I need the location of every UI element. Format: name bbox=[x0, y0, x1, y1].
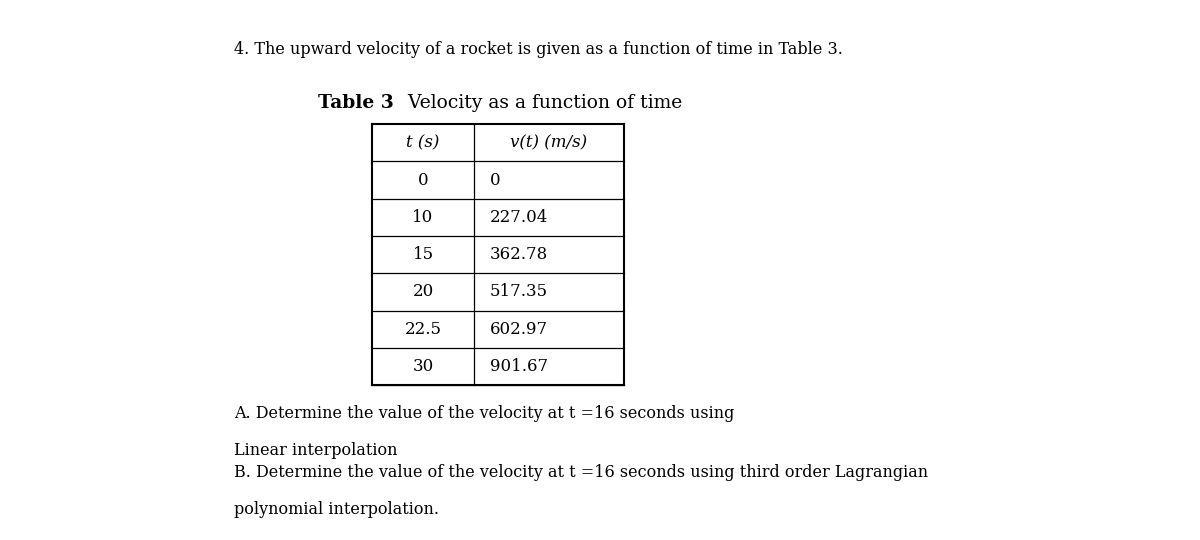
Text: v(t) (m/s): v(t) (m/s) bbox=[510, 134, 588, 151]
Text: polynomial interpolation.: polynomial interpolation. bbox=[234, 501, 439, 518]
Text: Velocity as a function of time: Velocity as a function of time bbox=[396, 94, 683, 112]
Text: 227.04: 227.04 bbox=[490, 209, 548, 226]
Text: 15: 15 bbox=[413, 246, 433, 263]
Text: 602.97: 602.97 bbox=[490, 321, 547, 338]
Text: 4. The upward velocity of a rocket is given as a function of time in Table 3.: 4. The upward velocity of a rocket is gi… bbox=[234, 40, 842, 57]
Text: 362.78: 362.78 bbox=[490, 246, 548, 263]
Text: 10: 10 bbox=[413, 209, 433, 226]
Text: 0: 0 bbox=[418, 172, 428, 188]
Text: Linear interpolation: Linear interpolation bbox=[234, 442, 397, 458]
Text: 22.5: 22.5 bbox=[404, 321, 442, 338]
Text: A. Determine the value of the velocity at t =16 seconds using: A. Determine the value of the velocity a… bbox=[234, 405, 734, 422]
Text: 901.67: 901.67 bbox=[490, 358, 547, 375]
Text: 30: 30 bbox=[413, 358, 433, 375]
Text: t (s): t (s) bbox=[407, 134, 439, 151]
Text: B. Determine the value of the velocity at t =16 seconds using third order Lagran: B. Determine the value of the velocity a… bbox=[234, 464, 928, 481]
Text: 517.35: 517.35 bbox=[490, 284, 547, 300]
Text: 0: 0 bbox=[490, 172, 500, 188]
Text: 20: 20 bbox=[413, 284, 433, 300]
Text: Table 3: Table 3 bbox=[318, 94, 394, 112]
